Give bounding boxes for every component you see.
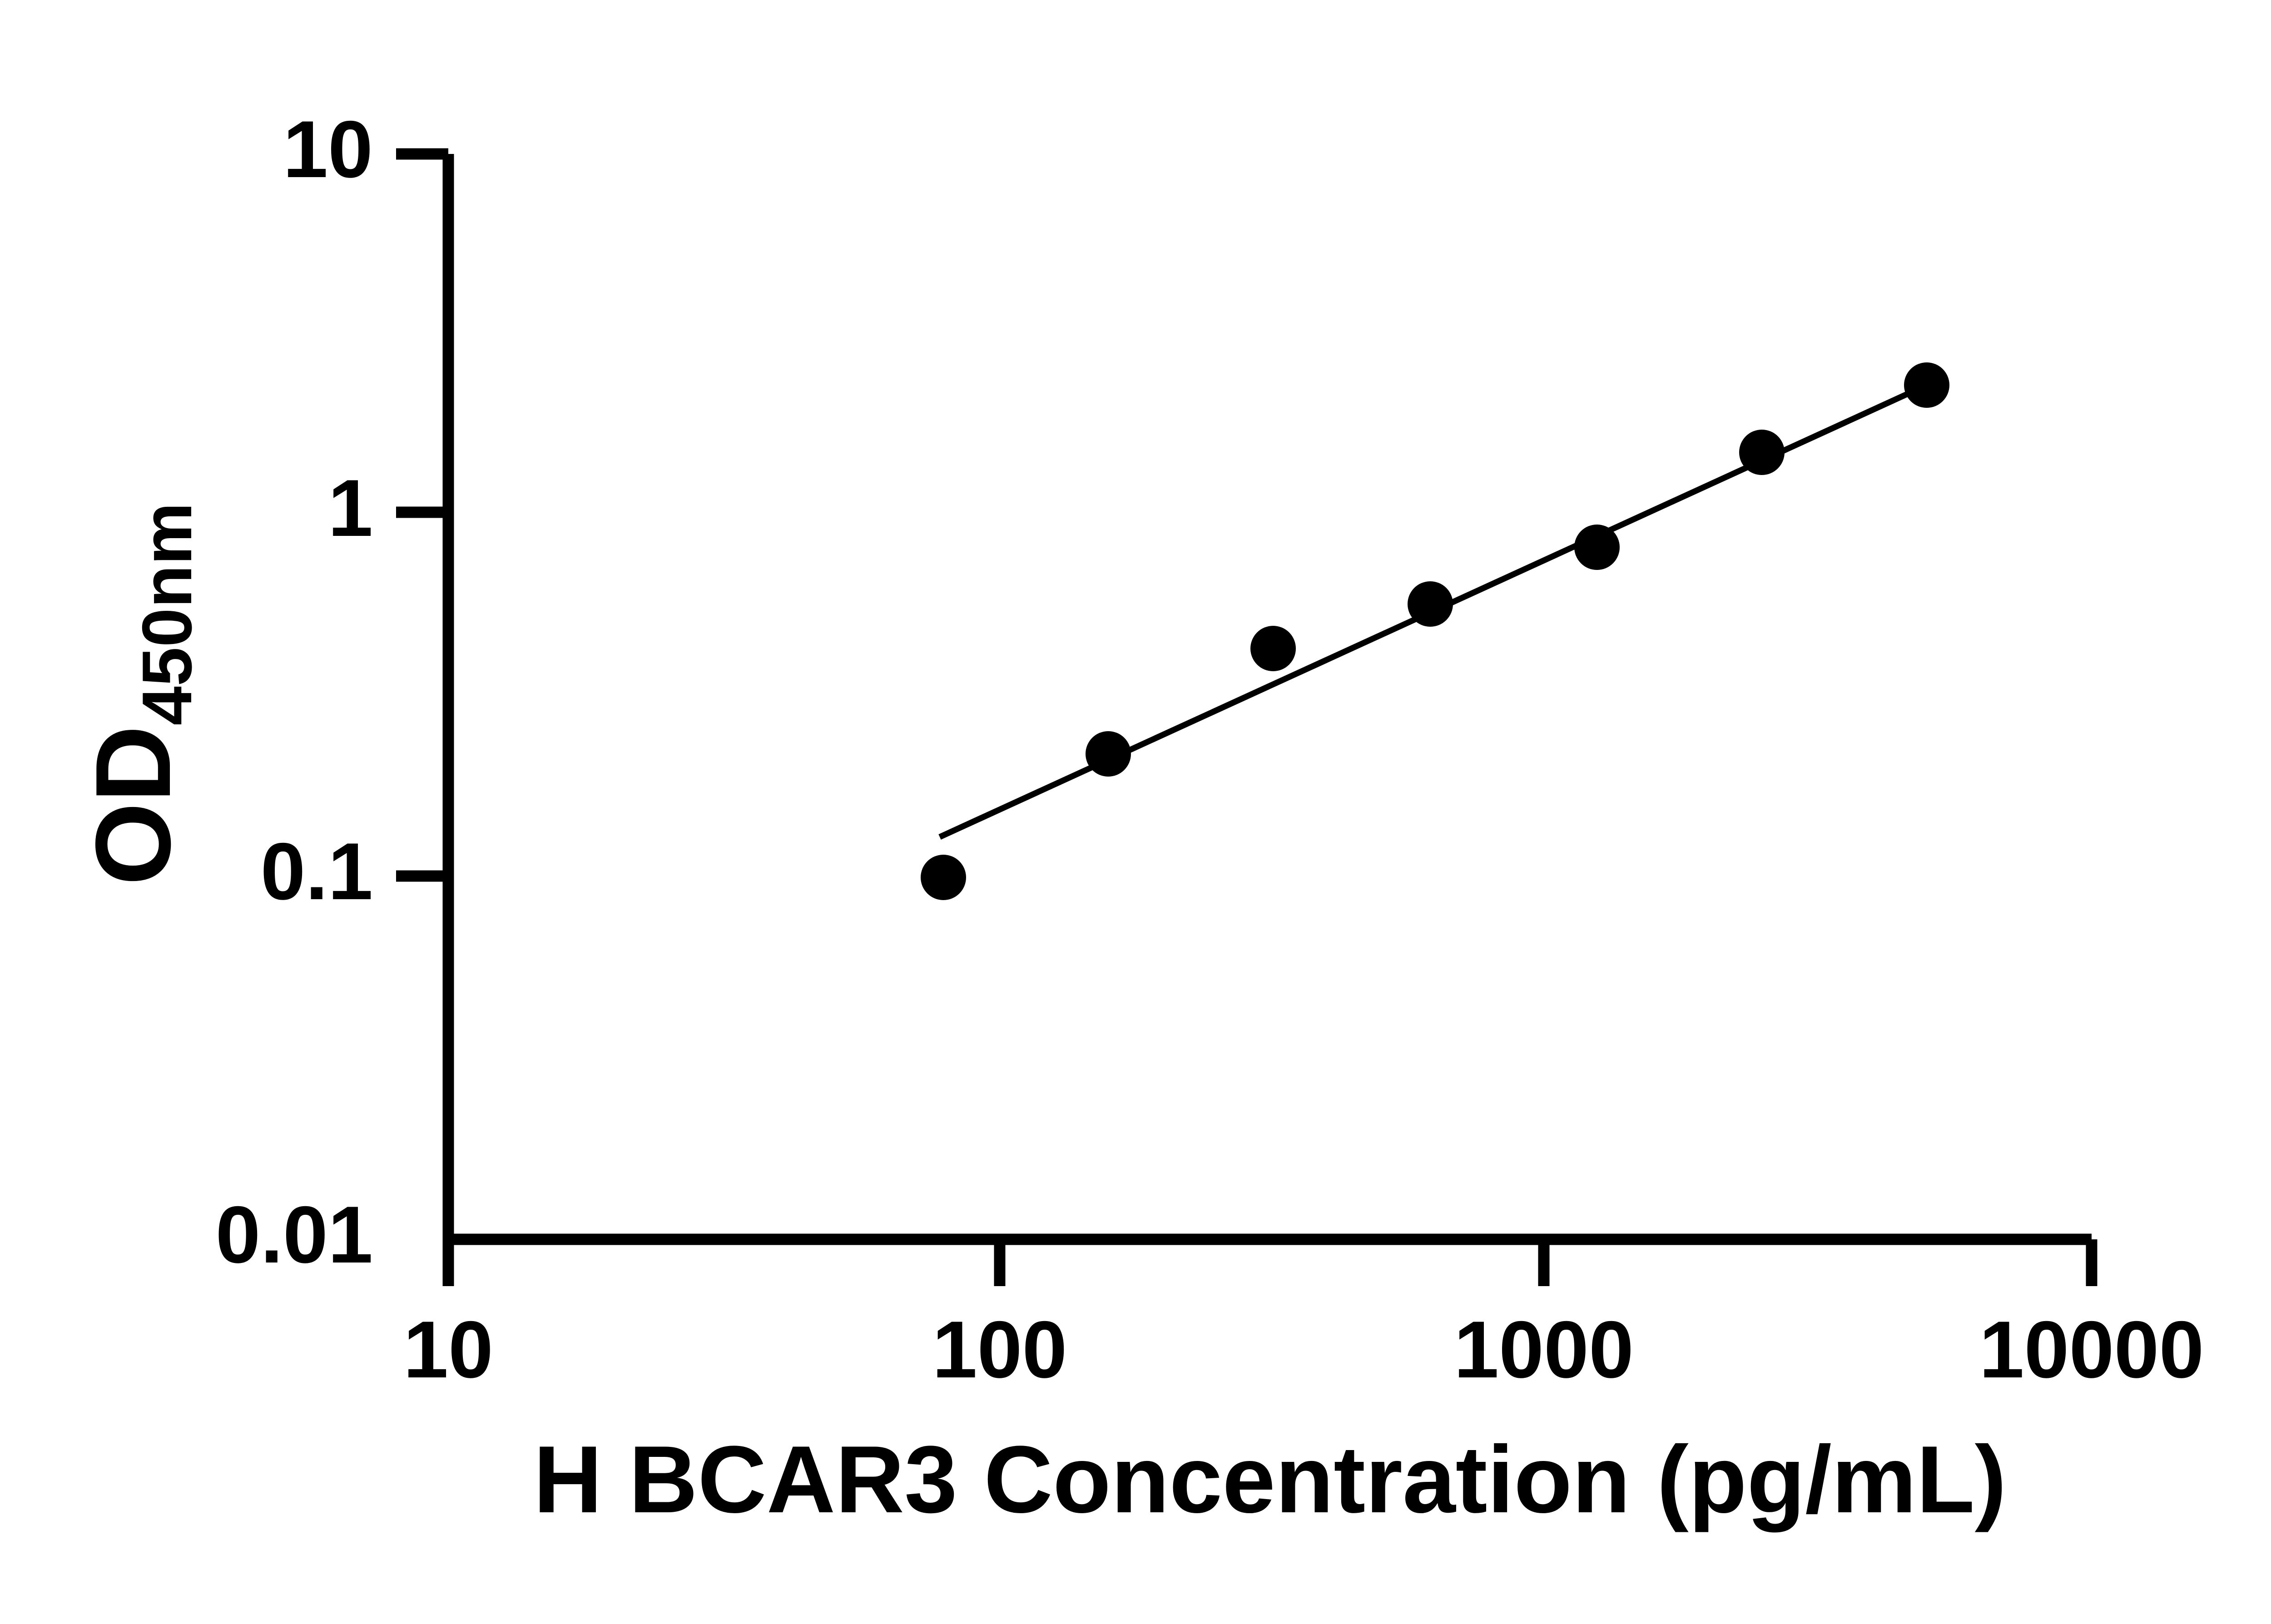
svg-text:100: 100 <box>932 1304 1067 1395</box>
svg-text:10: 10 <box>403 1304 493 1395</box>
svg-text:H BCAR3 Concentration (pg/mL): H BCAR3 Concentration (pg/mL) <box>533 1426 2006 1533</box>
svg-text:1000: 1000 <box>1454 1304 1634 1395</box>
svg-text:10: 10 <box>283 104 373 194</box>
svg-text:0.1: 0.1 <box>261 826 373 916</box>
svg-text:10000: 10000 <box>1979 1304 2204 1395</box>
svg-text:1: 1 <box>328 463 373 553</box>
svg-text:0.01: 0.01 <box>216 1189 373 1280</box>
